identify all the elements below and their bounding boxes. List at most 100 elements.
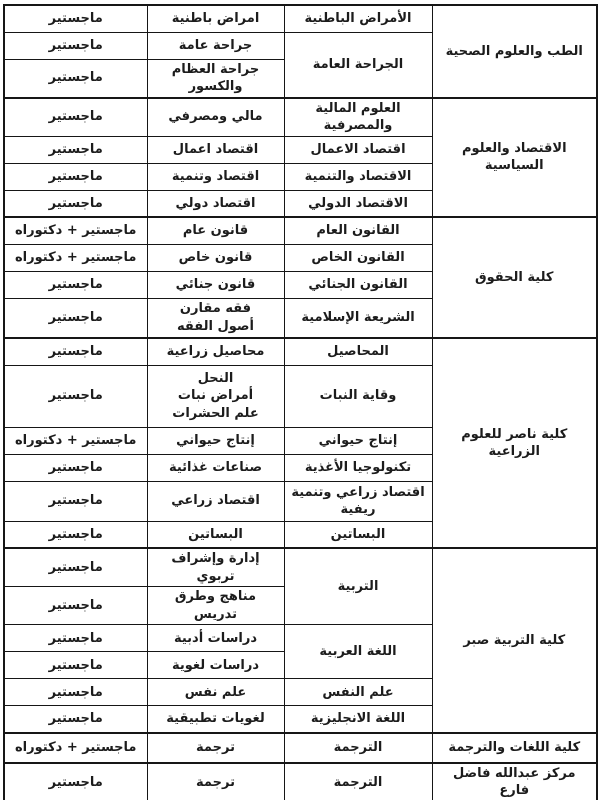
department-cell: علم النفس	[283, 678, 433, 707]
specialization-cell: ترجمة	[146, 761, 285, 800]
table-row: اللغة العربية دراسات أدبية ماجستير	[3, 624, 597, 680]
table-row: الطب والعلوم الصحية الأمراض الباطنية امر…	[3, 4, 598, 99]
college-cell: كلية التربية صبر	[431, 547, 598, 734]
specialization-cell: قانون جنائي	[146, 270, 285, 299]
degree-cell: ماجستير	[3, 96, 148, 137]
table-row: كلية التربية صبر التربية إدارة وإشراف تر…	[3, 547, 598, 734]
table-row: الجراحة العامة جراحة عامة ماجستير	[3, 31, 597, 99]
college-cell: الاقتصاد والعلوم السياسية	[431, 96, 598, 218]
table-row: مناهج وطرق تدريس ماجستير	[3, 586, 597, 626]
degree-cell: ماجستير	[3, 651, 148, 680]
degree-cell: ماجستير	[3, 297, 148, 339]
specialization-cell: فقه مقارن أصول الفقه	[146, 297, 285, 339]
specialization-cell: جراحة عامة	[146, 31, 285, 60]
department-cell: الاقتصاد الدولي	[283, 189, 433, 218]
degree-cell: ماجستير + دكتوراه	[3, 216, 148, 245]
specialization-cell: دراسات لغوية	[146, 651, 285, 680]
department-cell: الشريعة الإسلامية	[283, 297, 433, 339]
specialization-cell: اقتصاد دولي	[146, 189, 285, 218]
specialization-cell: البساتين	[146, 520, 285, 549]
table-row: كلية ناصر للعلوم الزراعية المحاصيل محاصي…	[3, 337, 598, 549]
specialization-cell: امراض باطنية	[146, 4, 285, 33]
department-cell: المحاصيل	[283, 337, 433, 366]
degree-cell: ماجستير	[3, 364, 148, 428]
specialization-cell: قانون خاص	[146, 243, 285, 272]
specialization-cell: قانون عام	[146, 216, 285, 245]
specialization-cell: جراحة العظام والكسور	[146, 58, 285, 99]
table-row: الشريعة الإسلامية فقه مقارن أصول الفقه م…	[3, 297, 597, 339]
table-row: البساتين البساتين ماجستير	[3, 520, 597, 549]
specialization-cell: صناعات غذائية	[146, 453, 285, 482]
department-cell: اقتصاد زراعي وتنمية ريفية	[283, 480, 433, 522]
department-cell: القانون العام	[283, 216, 433, 245]
degree-cell: ماجستير	[3, 453, 148, 482]
specialization-cell: إنتاج حيواني	[146, 426, 285, 455]
degree-cell: ماجستير	[3, 135, 148, 164]
college-cell: مركز عبدالله فاضل فارع	[431, 761, 598, 800]
specialization-cell: إدارة وإشراف تربوي	[146, 547, 285, 588]
department-cell: العلوم المالية والمصرفية	[283, 96, 433, 137]
department-cell: اللغة الانجليزية	[283, 705, 433, 734]
department-cell: اللغة العربية	[283, 624, 433, 680]
department-cell: إنتاج حيواني	[283, 426, 433, 455]
department-cell: وقاية النبات	[283, 364, 433, 428]
department-cell: التربية	[283, 547, 433, 626]
department-cell: الترجمة	[283, 731, 433, 764]
department-cell: القانون الخاص	[283, 243, 433, 272]
table-row: مركز عبدالله فاضل فارع الترجمة ترجمة ماج…	[3, 761, 598, 800]
specialization-cell: اقتصاد اعمال	[146, 135, 285, 164]
degree-cell: ماجستير	[3, 31, 148, 60]
degree-cell: ماجستير	[3, 705, 148, 734]
table-row: الاقتصاد الدولي اقتصاد دولي ماجستير	[3, 189, 597, 218]
specialization-cell: لغويات تطبيقية	[146, 705, 285, 734]
department-cell: الترجمة	[283, 761, 433, 800]
college-cell: كلية اللغات والترجمة	[431, 731, 598, 764]
department-cell: الجراحة العامة	[283, 31, 433, 99]
specialization-cell: ترجمة	[146, 731, 285, 764]
table-row: علم النفس علم نفس ماجستير	[3, 678, 597, 707]
degree-cell: ماجستير	[3, 4, 148, 33]
specialization-cell: مناهج وطرق تدريس	[146, 586, 285, 626]
department-cell: البساتين	[283, 520, 433, 549]
department-cell: القانون الجنائي	[283, 270, 433, 299]
degree-cell: ماجستير	[3, 547, 148, 588]
table-row: اقتصاد الاعمال اقتصاد اعمال ماجستير	[3, 135, 597, 164]
specialization-cell: اقتصاد وتنمية	[146, 162, 285, 191]
department-cell: الأمراض الباطنية	[283, 4, 433, 33]
table-row: كلية اللغات والترجمة الترجمة ترجمة ماجست…	[3, 731, 598, 764]
degree-cell: ماجستير	[3, 520, 148, 549]
degree-cell: ماجستير	[3, 337, 148, 366]
table-row: كلية الحقوق القانون العام قانون عام ماجس…	[3, 216, 598, 339]
degree-cell: ماجستير	[3, 586, 148, 626]
degree-cell: ماجستير	[3, 58, 148, 99]
degree-cell: ماجستير + دكتوراه	[3, 426, 148, 455]
college-cell: كلية الحقوق	[431, 216, 598, 339]
specialization-cell: دراسات أدبية	[146, 624, 285, 653]
degree-cell: ماجستير	[3, 624, 148, 653]
specialization-cell: النحل أمراض نبات علم الحشرات	[146, 364, 285, 428]
degree-cell: ماجستير	[3, 761, 148, 800]
degree-cell: ماجستير	[3, 162, 148, 191]
programs-table: الطب والعلوم الصحية الأمراض الباطنية امر…	[3, 4, 598, 800]
table-row: القانون الخاص قانون خاص ماجستير + دكتورا…	[3, 243, 597, 272]
table-row: الاقتصاد والتنمية اقتصاد وتنمية ماجستير	[3, 162, 597, 191]
table-row: الاقتصاد والعلوم السياسية العلوم المالية…	[3, 96, 598, 218]
specialization-cell: محاصيل زراعية	[146, 337, 285, 366]
specialization-cell: علم نفس	[146, 678, 285, 707]
specialization-cell: اقتصاد زراعي	[146, 480, 285, 522]
table-row: جراحة العظام والكسور ماجستير	[3, 58, 597, 99]
degree-cell: ماجستير	[3, 480, 148, 522]
table-row: دراسات لغوية ماجستير	[3, 651, 597, 680]
degree-cell: ماجستير + دكتوراه	[3, 243, 148, 272]
department-cell: اقتصاد الاعمال	[283, 135, 433, 164]
degree-cell: ماجستير + دكتوراه	[3, 731, 148, 764]
college-cell: الطب والعلوم الصحية	[431, 4, 598, 99]
page: الطب والعلوم الصحية الأمراض الباطنية امر…	[0, 4, 600, 800]
table-row: اقتصاد زراعي وتنمية ريفية اقتصاد زراعي م…	[3, 480, 597, 522]
degree-cell: ماجستير	[3, 270, 148, 299]
degree-cell: ماجستير	[3, 678, 148, 707]
degree-cell: ماجستير	[3, 189, 148, 218]
department-cell: تكنولوجيا الأغذية	[283, 453, 433, 482]
specialization-cell: مالي ومصرفي	[146, 96, 285, 137]
college-cell: كلية ناصر للعلوم الزراعية	[431, 337, 598, 549]
